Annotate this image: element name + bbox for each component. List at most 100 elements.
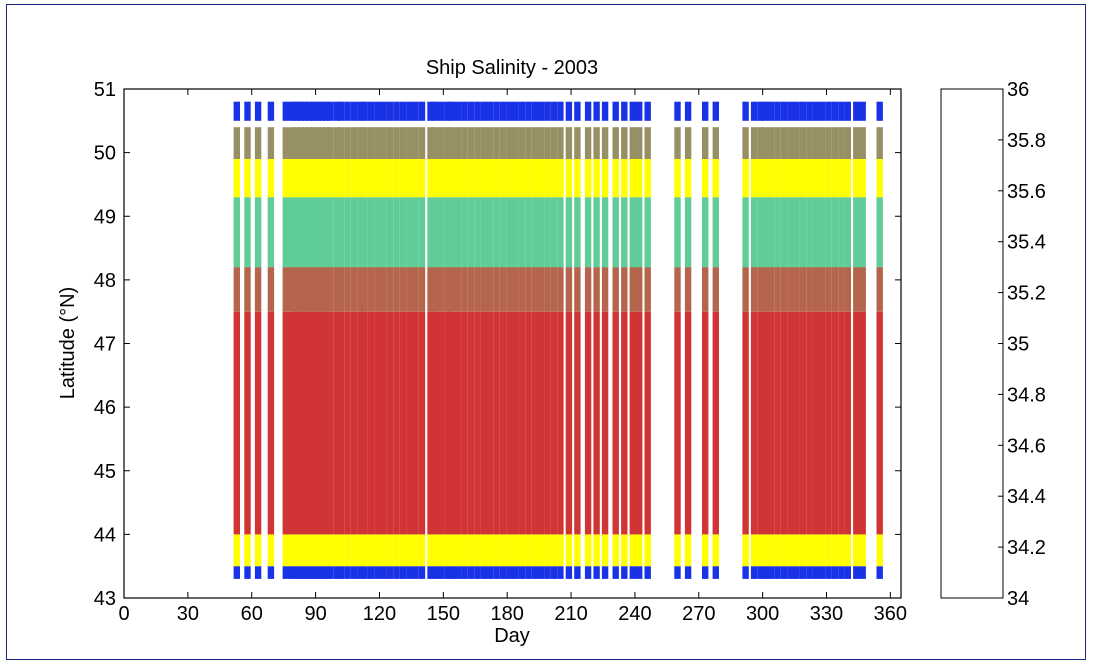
transect-105 (344, 101, 351, 579)
transect-100 (333, 101, 341, 579)
salinity-cell (367, 197, 375, 268)
salinity-cell (876, 267, 883, 312)
salinity-cell (289, 127, 296, 159)
salinity-cell (427, 197, 434, 268)
salinity-cell (757, 566, 764, 579)
salinity-cell (550, 311, 558, 535)
salinity-cell (386, 101, 394, 121)
salinity-cell (406, 534, 413, 567)
salinity-cell (544, 101, 551, 121)
salinity-cell (306, 311, 313, 535)
transect-218 (584, 101, 592, 579)
salinity-cell (838, 197, 845, 268)
salinity-cell (254, 267, 262, 312)
salinity-cell (293, 159, 300, 198)
salinity-cell (574, 101, 581, 121)
salinity-cell (780, 101, 788, 121)
salinity-cell (544, 534, 551, 567)
salinity-cell (819, 197, 826, 268)
salinity-cell (621, 101, 628, 121)
salinity-cell (318, 101, 326, 121)
salinity-cell (557, 197, 564, 268)
salinity-cell (806, 566, 813, 579)
salinity-cell (593, 267, 600, 312)
x-tick-label: 300 (746, 603, 779, 625)
salinity-cell (799, 197, 807, 268)
colorbar-tick-label: 36 (1007, 79, 1029, 101)
salinity-cell (337, 311, 345, 535)
transect-319 (799, 101, 807, 579)
salinity-cell (480, 101, 487, 121)
salinity-cell (254, 101, 262, 121)
salinity-cell (455, 197, 462, 268)
salinity-cell (310, 267, 317, 312)
salinity-cell (574, 566, 581, 579)
salinity-cell (538, 197, 545, 268)
salinity-cell (512, 197, 519, 268)
salinity-cell (350, 534, 358, 567)
salinity-cell (412, 566, 419, 579)
salinity-cell (282, 101, 289, 121)
heatmap-layer (233, 101, 883, 579)
salinity-cell (557, 534, 564, 567)
salinity-cell (499, 101, 507, 121)
salinity-cell (474, 534, 481, 567)
salinity-cell (448, 101, 455, 121)
salinity-cell (531, 267, 539, 312)
salinity-cell (584, 101, 592, 121)
salinity-cell (838, 101, 845, 121)
salinity-cell (318, 197, 326, 268)
salinity-cell (406, 267, 413, 312)
salinity-cell (327, 197, 334, 268)
transect-196 (538, 101, 545, 579)
salinity-cell (629, 267, 636, 312)
salinity-cell (455, 127, 462, 159)
salinity-cell (233, 197, 240, 268)
salinity-cell (493, 267, 500, 312)
salinity-cell (386, 197, 394, 268)
salinity-cell (333, 197, 341, 268)
salinity-cell (350, 267, 358, 312)
salinity-cell (819, 159, 826, 198)
salinity-cell (780, 127, 788, 159)
salinity-cell (636, 311, 643, 535)
salinity-cell (393, 566, 400, 579)
salinity-cell (310, 197, 317, 268)
salinity-cell (367, 127, 375, 159)
salinity-cell (774, 197, 781, 268)
salinity-cell (621, 159, 628, 198)
transect-102 (337, 101, 345, 579)
salinity-cell (314, 159, 321, 198)
salinity-cell (674, 534, 681, 567)
salinity-cell (357, 566, 364, 579)
salinity-cell (455, 159, 462, 198)
salinity-cell (444, 534, 451, 567)
salinity-cell (337, 534, 345, 567)
transect-87 (306, 101, 313, 579)
salinity-cell (418, 267, 426, 312)
salinity-cell (393, 267, 400, 312)
salinity-cell (318, 267, 326, 312)
salinity-cell (367, 159, 375, 198)
salinity-cell (574, 127, 581, 159)
salinity-cell (486, 566, 494, 579)
salinity-cell (448, 566, 455, 579)
salinity-cell (831, 311, 839, 535)
transect-331 (825, 101, 832, 579)
salinity-cell (684, 159, 692, 198)
salinity-cell (310, 127, 317, 159)
salinity-cell (380, 311, 387, 535)
salinity-cell (531, 197, 539, 268)
chart-title: Ship Salinity - 2003 (426, 57, 598, 79)
salinity-cell (757, 311, 764, 535)
salinity-cell (621, 267, 628, 312)
salinity-cell (367, 101, 375, 121)
salinity-cell (674, 311, 681, 535)
salinity-cell (431, 566, 438, 579)
salinity-cell (233, 534, 240, 567)
salinity-cell (467, 159, 475, 198)
salinity-cell (674, 267, 681, 312)
salinity-cell (544, 197, 551, 268)
salinity-cell (493, 127, 500, 159)
salinity-cell (386, 267, 394, 312)
